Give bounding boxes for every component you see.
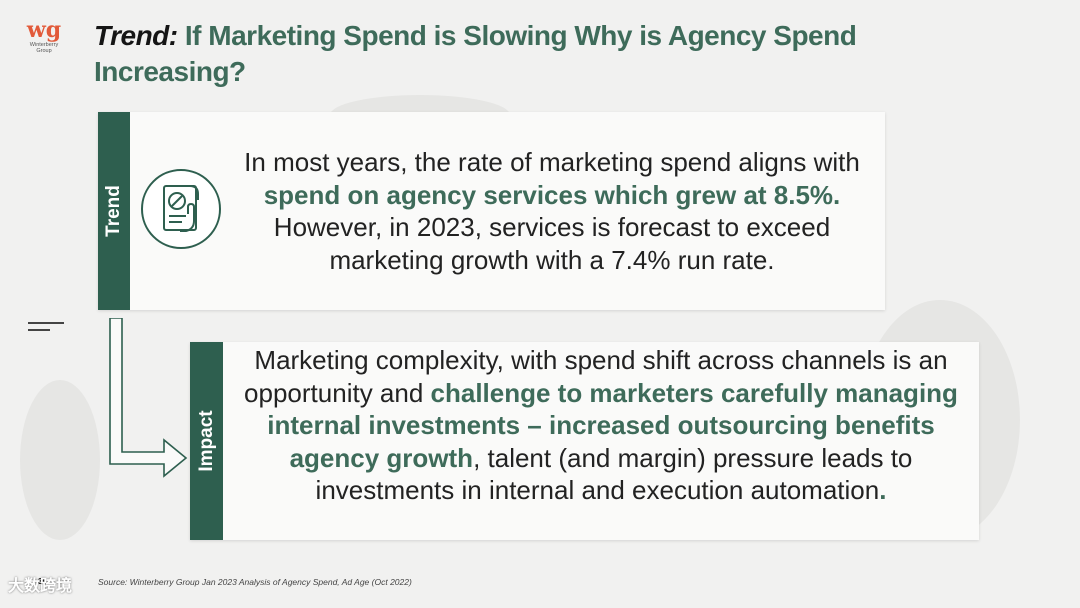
document-check-icon — [141, 169, 221, 249]
flow-arrow — [109, 318, 188, 478]
watermark: 大数跨境 — [8, 578, 73, 595]
decorative-dash — [28, 322, 64, 324]
impact-text-part2: , talent (and margin) pressure leads to … — [315, 442, 913, 506]
trend-label-bar: Trend — [98, 112, 130, 310]
impact-text: Marketing complexity, with spend shift a… — [232, 344, 970, 507]
trend-text-part2: However, in 2023, services is forecast t… — [273, 212, 831, 275]
impact-label: Impact — [195, 410, 217, 472]
impact-highlight: challenge to marketers carefully managin… — [267, 377, 958, 473]
page-title: Trend: If Marketing Spend is Slowing Why… — [94, 18, 924, 90]
title-text: If Marketing Spend is Slowing Why is Age… — [94, 20, 857, 87]
title-keyword: Trend: — [94, 20, 178, 51]
page-number: 30 — [38, 577, 47, 586]
source-note: Source: Winterberry Group Jan 2023 Analy… — [98, 577, 412, 587]
impact-text-part1: Marketing complexity, with spend shift a… — [244, 345, 948, 408]
trend-text-part1: In most years, the rate of marketing spe… — [244, 147, 860, 177]
decorative-dash — [28, 329, 50, 331]
impact-label-bar: Impact — [190, 342, 223, 540]
trend-card — [98, 112, 885, 310]
logo-text-line2: Group — [36, 48, 52, 54]
company-logo: wg Winterberry Group — [20, 17, 68, 54]
logo-text-line1: Winterberry — [29, 42, 59, 48]
impact-card — [190, 342, 979, 540]
logo-mark: wg — [26, 17, 62, 43]
trend-text: In most years, the rate of marketing spe… — [238, 146, 866, 276]
impact-highlight-period: . — [879, 475, 887, 505]
trend-label: Trend — [103, 185, 124, 237]
background-shape — [20, 380, 100, 540]
trend-highlight: spend on agency services which grew at 8… — [263, 179, 841, 210]
